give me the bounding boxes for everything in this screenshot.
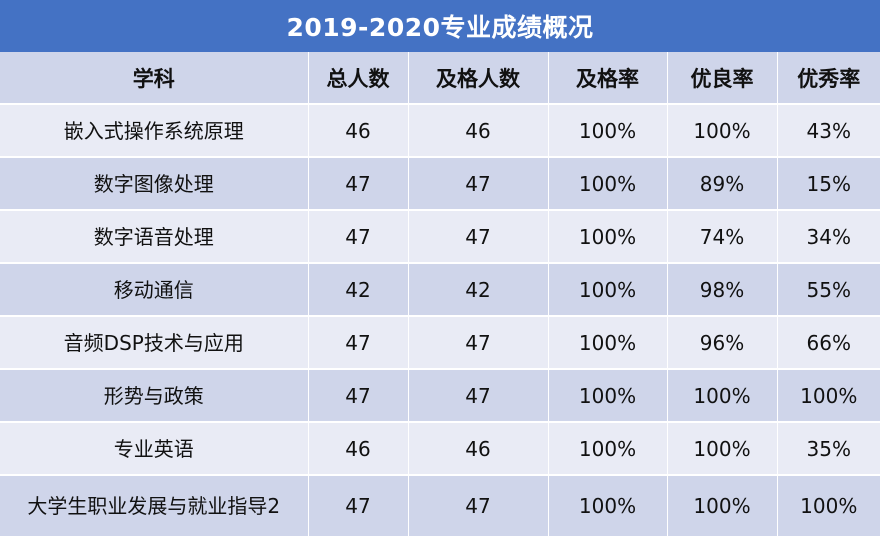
column-header-total: 总人数 [308,52,409,105]
cell-good-rate: 98% [667,263,778,317]
cell-passed: 47 [408,157,549,211]
cell-passed: 47 [408,475,549,538]
cell-excellent-rate: 15% [777,157,880,211]
cell-total: 47 [308,475,409,538]
cell-pass-rate: 100% [548,104,668,158]
cell-total: 47 [308,369,409,423]
cell-good-rate: 100% [667,104,778,158]
table-row: 形势与政策 47 47 100% 100% 100% [0,369,880,423]
column-header-passed: 及格人数 [408,52,549,105]
cell-pass-rate: 100% [548,316,668,370]
cell-excellent-rate: 100% [777,369,880,423]
column-header-excellent-rate: 优秀率 [777,52,880,105]
cell-passed: 47 [408,316,549,370]
cell-total: 47 [308,210,409,264]
cell-excellent-rate: 100% [777,475,880,538]
cell-subject: 移动通信 [0,263,309,317]
column-header-pass-rate: 及格率 [548,52,668,105]
cell-good-rate: 100% [667,422,778,476]
table-title: 2019-2020专业成绩概况 [0,0,880,52]
cell-pass-rate: 100% [548,157,668,211]
cell-total: 47 [308,316,409,370]
header-row: 学科 总人数 及格人数 及格率 优良率 优秀率 [0,52,880,105]
table-row: 数字语音处理 47 47 100% 74% 34% [0,210,880,264]
cell-passed: 47 [408,369,549,423]
table-row: 移动通信 42 42 100% 98% 55% [0,263,880,317]
cell-pass-rate: 100% [548,210,668,264]
column-header-good-rate: 优良率 [667,52,778,105]
cell-good-rate: 74% [667,210,778,264]
cell-total: 47 [308,157,409,211]
cell-subject: 专业英语 [0,422,309,476]
cell-pass-rate: 100% [548,475,668,538]
cell-subject: 数字语音处理 [0,210,309,264]
table-row: 大学生职业发展与就业指导2 47 47 100% 100% 100% [0,475,880,538]
cell-pass-rate: 100% [548,422,668,476]
cell-subject: 嵌入式操作系统原理 [0,104,309,158]
table-row: 音频DSP技术与应用 47 47 100% 96% 66% [0,316,880,370]
cell-subject: 大学生职业发展与就业指导2 [0,475,309,538]
table-row: 嵌入式操作系统原理 46 46 100% 100% 43% [0,104,880,158]
cell-good-rate: 100% [667,369,778,423]
table-row: 数字图像处理 47 47 100% 89% 15% [0,157,880,211]
cell-passed: 42 [408,263,549,317]
cell-excellent-rate: 43% [777,104,880,158]
cell-subject: 形势与政策 [0,369,309,423]
cell-passed: 47 [408,210,549,264]
cell-subject: 数字图像处理 [0,157,309,211]
cell-excellent-rate: 34% [777,210,880,264]
cell-excellent-rate: 35% [777,422,880,476]
cell-passed: 46 [408,104,549,158]
cell-excellent-rate: 55% [777,263,880,317]
cell-passed: 46 [408,422,549,476]
score-table: 学科 总人数 及格人数 及格率 优良率 优秀率 嵌入式操作系统原理 46 46 … [0,52,880,538]
cell-good-rate: 89% [667,157,778,211]
cell-excellent-rate: 66% [777,316,880,370]
cell-subject: 音频DSP技术与应用 [0,316,309,370]
cell-good-rate: 96% [667,316,778,370]
cell-total: 46 [308,104,409,158]
table-row: 专业英语 46 46 100% 100% 35% [0,422,880,476]
cell-pass-rate: 100% [548,263,668,317]
cell-total: 46 [308,422,409,476]
cell-total: 42 [308,263,409,317]
cell-good-rate: 100% [667,475,778,538]
column-header-subject: 学科 [0,52,309,105]
cell-pass-rate: 100% [548,369,668,423]
